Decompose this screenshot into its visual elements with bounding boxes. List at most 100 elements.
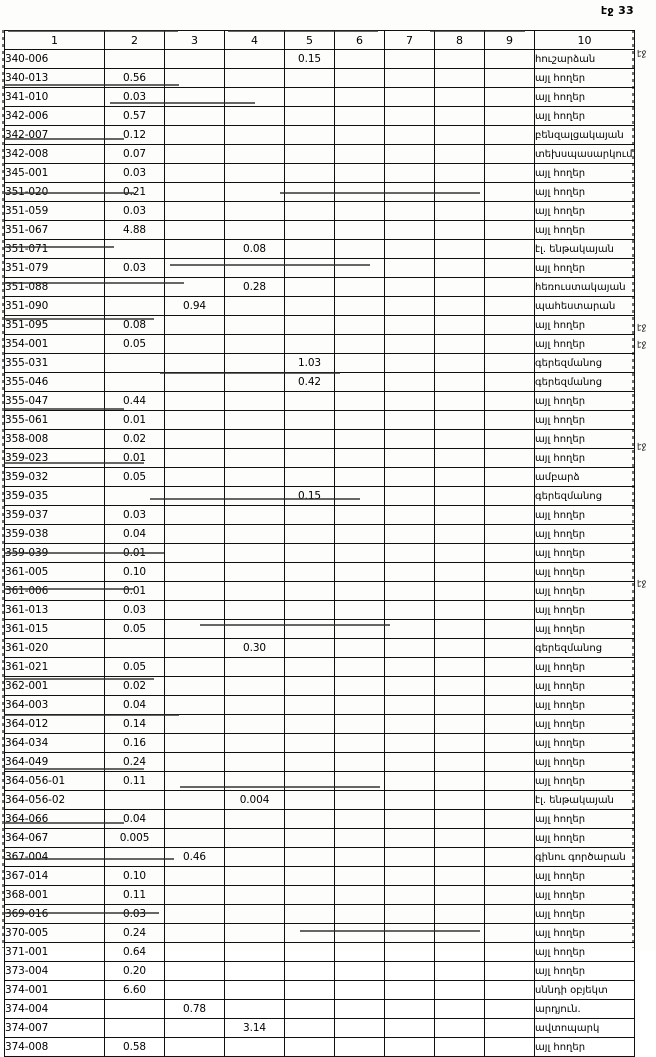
table-row[interactable]: 351-020 0.21 այլ հողեր xyxy=(4,182,635,202)
parcel-code-cell: 355-047 xyxy=(4,391,105,411)
parcel-code-cell: 355-031 xyxy=(4,353,105,373)
table-row[interactable]: 351-079 0.03 այլ հողեր xyxy=(4,258,635,278)
table-row[interactable]: 371-001 0.64 այլ հողեր xyxy=(4,942,635,962)
parcel-code-cell: 341-010 xyxy=(4,87,105,107)
table-row[interactable]: 361-020 0.30 գերեզմանոց xyxy=(4,638,635,658)
table-row[interactable]: 361-005 0.10 այլ հողեր xyxy=(4,562,635,582)
table-row[interactable]: 361-021 0.05 այլ հողեր xyxy=(4,657,635,677)
area-value-cell-c6 xyxy=(334,87,385,107)
table-row[interactable]: 370-005 0.24 այլ հողեր xyxy=(4,923,635,943)
table-row[interactable]: 359-038 0.04 այլ հողեր xyxy=(4,524,635,544)
area-value-cell-c8 xyxy=(434,676,485,696)
area-value-cell-c6 xyxy=(334,619,385,639)
area-value-cell-c9 xyxy=(484,334,535,354)
table-row[interactable]: 342-007 0.12 բենզալցակայան xyxy=(4,125,635,145)
area-value-cell-c7 xyxy=(384,201,435,221)
table-row[interactable]: 342-008 0.07 տեխսպասարկում xyxy=(4,144,635,164)
area-value-cell-c2: 0.05 xyxy=(104,334,165,354)
area-value-cell-c3 xyxy=(164,790,225,810)
area-value-cell-c5 xyxy=(284,277,335,297)
table-row[interactable]: 369-016 0.03 այլ հողեր xyxy=(4,904,635,924)
table-row[interactable]: 351-059 0.03 այլ հողեր xyxy=(4,201,635,221)
table-row[interactable]: 342-006 0.57 այլ հողեր xyxy=(4,106,635,126)
parcel-code-cell: 374-007 xyxy=(4,1018,105,1038)
area-value-cell-c6 xyxy=(334,353,385,373)
table-row[interactable]: 374-001 6.60 սննդի օբյեկտ xyxy=(4,980,635,1000)
area-value-cell-c7 xyxy=(384,353,435,373)
area-value-cell-c8 xyxy=(434,296,485,316)
area-value-cell-c9 xyxy=(484,68,535,88)
table-row[interactable]: 358-008 0.02 այլ հողեր xyxy=(4,429,635,449)
area-value-cell-c4 xyxy=(224,258,285,278)
table-row[interactable]: 355-047 0.44 այլ հողեր xyxy=(4,391,635,411)
table-row[interactable]: 374-007 3.14 ավտոպարկ xyxy=(4,1018,635,1038)
table-row[interactable]: 364-056-01 0.11 այլ հողեր xyxy=(4,771,635,791)
table-row[interactable]: 351-071 0.08 էլ. ենթակայան xyxy=(4,239,635,259)
area-value-cell-c8 xyxy=(434,163,485,183)
table-row[interactable]: 351-095 0.08 այլ հողեր xyxy=(4,315,635,335)
table-row[interactable]: 345-001 0.03 այլ հողեր xyxy=(4,163,635,183)
table-row[interactable]: 355-031 1.03 գերեզմանոց xyxy=(4,353,635,373)
table-row[interactable]: 340-013 0.56 այլ հողեր xyxy=(4,68,635,88)
table-row[interactable]: 364-012 0.14 այլ հողեր xyxy=(4,714,635,734)
area-value-cell-c4 xyxy=(224,125,285,145)
table-row[interactable]: 359-039 0.01 այլ հողեր xyxy=(4,543,635,563)
table-row[interactable]: 364-056-02 0.004 էլ. ենթակայան xyxy=(4,790,635,810)
area-value-cell-c4 xyxy=(224,562,285,582)
table-row[interactable]: 355-046 0.42 գերեզմանոց xyxy=(4,372,635,392)
table-row[interactable]: 361-015 0.05 այլ հողեր xyxy=(4,619,635,639)
table-row[interactable]: 374-008 0.58 այլ հողեր xyxy=(4,1037,635,1057)
table-row[interactable]: 359-032 0.05 ամբարձ xyxy=(4,467,635,487)
parcel-code-cell: 351-071 xyxy=(4,239,105,259)
area-value-cell-c9 xyxy=(484,182,535,202)
land-use-note-cell: այլ հողեր xyxy=(534,524,635,544)
table-row[interactable]: 364-049 0.24 այլ հողեր xyxy=(4,752,635,772)
table-row[interactable]: 367-004 0.46 գինու գործարան xyxy=(4,847,635,867)
area-value-cell-c7 xyxy=(384,809,435,829)
area-value-cell-c7 xyxy=(384,771,435,791)
area-value-cell-c6 xyxy=(334,923,385,943)
table-row[interactable]: 341-010 0.03 այլ հողեր xyxy=(4,87,635,107)
table-row[interactable]: 361-006 0.01 այլ հողեր xyxy=(4,581,635,601)
area-value-cell-c5 xyxy=(284,87,335,107)
land-use-note-cell: այլ հողեր xyxy=(534,904,635,924)
table-row[interactable]: 361-013 0.03 այլ հողեր xyxy=(4,600,635,620)
table-row[interactable]: 351-067 4.88 այլ հողեր xyxy=(4,220,635,240)
table-row[interactable]: 367-014 0.10 այլ հողեր xyxy=(4,866,635,886)
area-value-cell-c6 xyxy=(334,600,385,620)
table-row[interactable]: 373-004 0.20 այլ հողեր xyxy=(4,961,635,981)
area-value-cell-c9 xyxy=(484,144,535,164)
area-value-cell-c7 xyxy=(384,106,435,126)
area-value-cell-c8 xyxy=(434,942,485,962)
table-row[interactable]: 364-003 0.04 այլ հողեր xyxy=(4,695,635,715)
area-value-cell-c9 xyxy=(484,448,535,468)
area-value-cell-c5 xyxy=(284,315,335,335)
area-value-cell-c8 xyxy=(434,904,485,924)
area-value-cell-c8 xyxy=(434,429,485,449)
column-header-10: 10 xyxy=(534,30,635,50)
table-row[interactable]: 359-023 0.01 այլ հողեր xyxy=(4,448,635,468)
land-use-note-cell: այլ հողեր xyxy=(534,752,635,772)
parcel-code-cell: 361-006 xyxy=(4,581,105,601)
area-value-cell-c3 xyxy=(164,866,225,886)
area-value-cell-c7 xyxy=(384,1018,435,1038)
table-row[interactable]: 340-006 0.15 հուշարձան xyxy=(4,49,635,69)
table-row[interactable]: 354-001 0.05 այլ հողեր xyxy=(4,334,635,354)
table-row[interactable]: 364-034 0.16 այլ հողեր xyxy=(4,733,635,753)
table-row[interactable]: 351-090 0.94 պահեստարան xyxy=(4,296,635,316)
table-row[interactable]: 364-066 0.04 այլ հողեր xyxy=(4,809,635,829)
area-value-cell-c8 xyxy=(434,638,485,658)
table-row[interactable]: 351-088 0.28 հեռուստակայան xyxy=(4,277,635,297)
area-value-cell-c2: 0.56 xyxy=(104,68,165,88)
area-value-cell-c2: 0.01 xyxy=(104,448,165,468)
table-row[interactable]: 359-037 0.03 այլ հողեր xyxy=(4,505,635,525)
area-value-cell-c5 xyxy=(284,429,335,449)
table-row[interactable]: 374-004 0.78 արդյուն. xyxy=(4,999,635,1019)
table-row[interactable]: 362-001 0.02 այլ հողեր xyxy=(4,676,635,696)
area-value-cell-c2: 0.03 xyxy=(104,258,165,278)
table-row[interactable]: 355-061 0.01 այլ հողեր xyxy=(4,410,635,430)
table-row[interactable]: 364-067 0.005 այլ հողեր xyxy=(4,828,635,848)
table-row[interactable]: 368-001 0.11 այլ հողեր xyxy=(4,885,635,905)
land-use-note-cell: այլ հողեր xyxy=(534,334,635,354)
table-row[interactable]: 359-035 0.15 գերեզմանոց xyxy=(4,486,635,506)
